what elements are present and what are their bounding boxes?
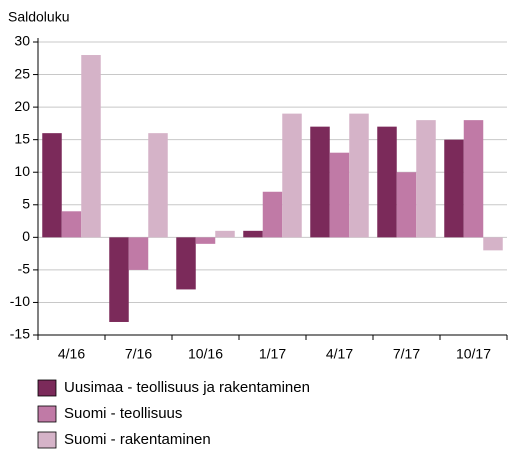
legend-swatch xyxy=(37,431,57,449)
bar xyxy=(483,237,503,251)
bar xyxy=(243,230,263,238)
x-tick-label: 1/17 xyxy=(259,346,286,362)
legend-swatch xyxy=(37,379,57,397)
x-tick-label: 7/16 xyxy=(125,346,152,362)
bar xyxy=(42,133,62,238)
bar xyxy=(215,230,235,238)
bar xyxy=(282,113,302,238)
y-tick-label: 15 xyxy=(14,130,30,146)
legend-swatch xyxy=(37,405,57,423)
y-tick-label: 0 xyxy=(22,228,30,244)
legend-label: Suomi - rakentaminen xyxy=(64,431,211,448)
y-tick-label: -10 xyxy=(10,293,30,309)
bar xyxy=(377,126,397,238)
bar xyxy=(329,152,350,238)
bar xyxy=(148,133,168,238)
bar xyxy=(81,55,101,238)
x-tick-label: 10/16 xyxy=(188,346,223,362)
bar xyxy=(349,113,369,238)
bar xyxy=(416,120,436,238)
bar xyxy=(61,211,82,238)
bar xyxy=(128,237,149,270)
x-tick-label: 4/17 xyxy=(326,346,353,362)
y-tick-label: 25 xyxy=(14,65,30,81)
y-tick-label: 5 xyxy=(22,195,30,211)
bar xyxy=(396,172,417,238)
bar xyxy=(310,126,330,238)
bar xyxy=(195,237,216,244)
legend-label: Uusimaa - teollisuus ja rakentaminen xyxy=(64,379,310,396)
x-tick-label: 10/17 xyxy=(456,346,491,362)
bar xyxy=(109,237,129,322)
bar xyxy=(444,139,464,238)
x-tick-label: 7/17 xyxy=(393,346,420,362)
bar xyxy=(262,191,283,238)
bar xyxy=(176,237,196,290)
legend-label: Suomi - teollisuus xyxy=(64,405,182,422)
y-tick-label: 10 xyxy=(14,163,30,179)
bar xyxy=(463,120,484,238)
x-tick-label: 4/16 xyxy=(58,346,85,362)
y-axis-title: Saldoluku xyxy=(8,9,70,25)
y-tick-label: -5 xyxy=(18,261,31,277)
y-tick-label: 20 xyxy=(14,98,30,114)
y-tick-label: 30 xyxy=(14,33,30,49)
y-tick-label: -15 xyxy=(10,326,30,342)
